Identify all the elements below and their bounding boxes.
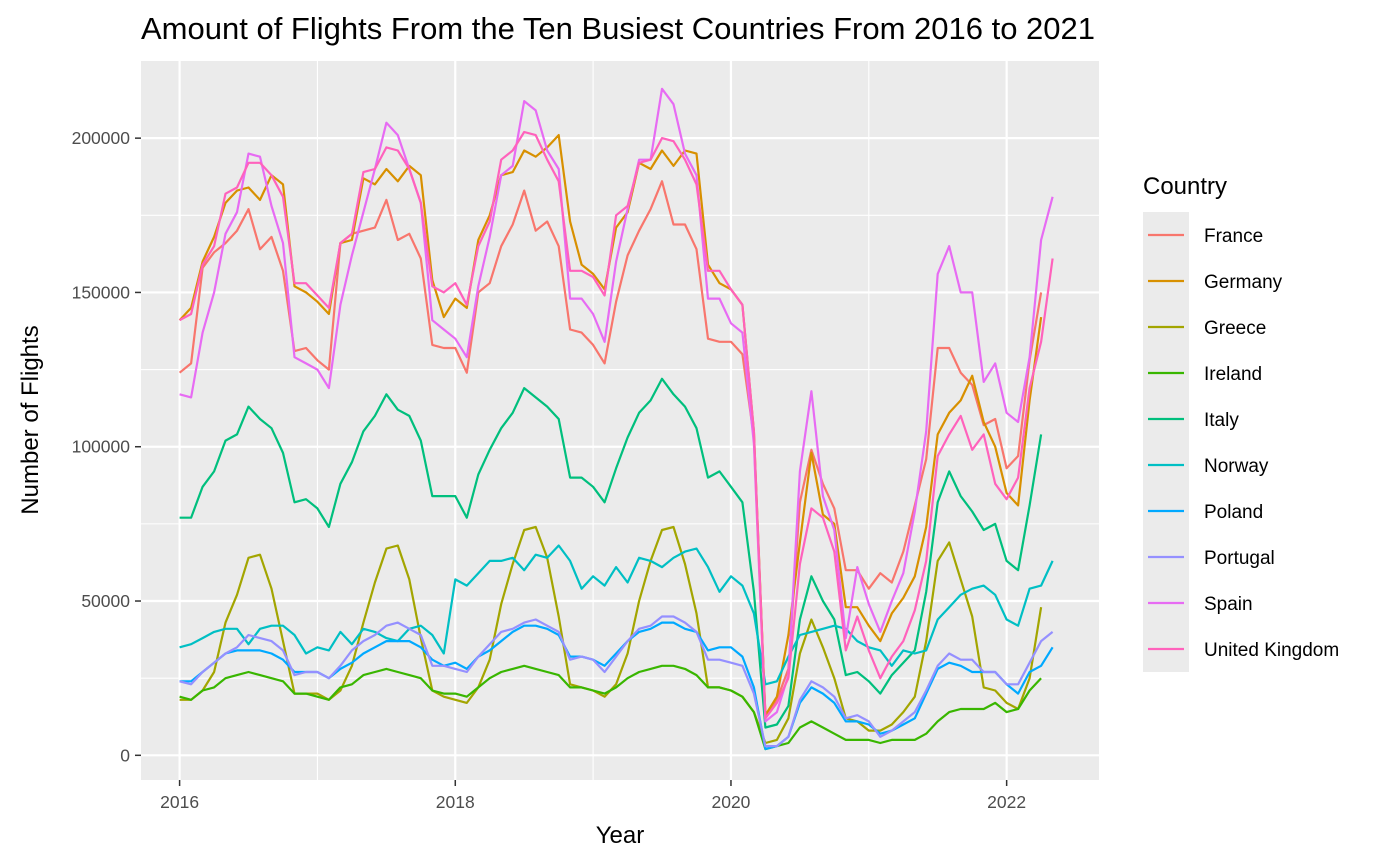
series-line-france [178,180,1043,717]
x-tick-label: 2018 [436,792,475,812]
series-line-italy [179,377,1043,729]
legend-label-united-kingdom: United Kingdom [1204,640,1339,661]
x-tick-label: 2022 [987,792,1026,812]
legend-label-norway: Norway [1204,456,1269,477]
legend-label-germany: Germany [1204,272,1283,293]
series-line-norway [179,544,1054,686]
grid-major [141,61,1099,780]
legend-label-portugal: Portugal [1204,548,1275,569]
legend: Country France Germany Greece Ireland Italy N… [1143,173,1339,672]
plot-panel [141,61,1099,780]
legend-label-france: France [1204,226,1263,247]
x-tick-label: 2020 [711,792,750,812]
legend-title: Country [1143,173,1227,200]
series-line-portugal [179,615,1054,748]
legend-label-italy: Italy [1204,410,1239,431]
x-tick-labels: 2016 2018 2020 2022 [160,792,1026,812]
y-tick-label: 150000 [72,282,131,302]
y-tick-labels: 0 50000 100000 150000 200000 [72,128,131,765]
legend-label-spain: Spain [1204,594,1253,615]
series-line-united-kingdom [179,130,1054,720]
y-tick-label: 50000 [81,591,130,611]
x-tick-label: 2016 [160,792,199,812]
y-axis-title: Number of Flights [17,325,44,514]
y-tick-label: 0 [120,745,130,765]
series-line-spain [179,87,1054,723]
y-tick-label: 200000 [72,128,131,148]
chart-title: Amount of Flights From the Ten Busiest C… [141,11,1095,46]
series-line-ireland [179,664,1042,751]
legend-label-poland: Poland [1204,502,1263,523]
legend-key-background [1143,212,1189,672]
x-axis-title: Year [596,822,645,849]
legend-label-ireland: Ireland [1204,364,1262,385]
series-lines [178,87,1054,751]
grid-minor [141,61,1099,780]
y-tick-label: 100000 [72,437,131,457]
legend-label-greece: Greece [1204,318,1266,339]
axis-ticks [135,137,1008,786]
